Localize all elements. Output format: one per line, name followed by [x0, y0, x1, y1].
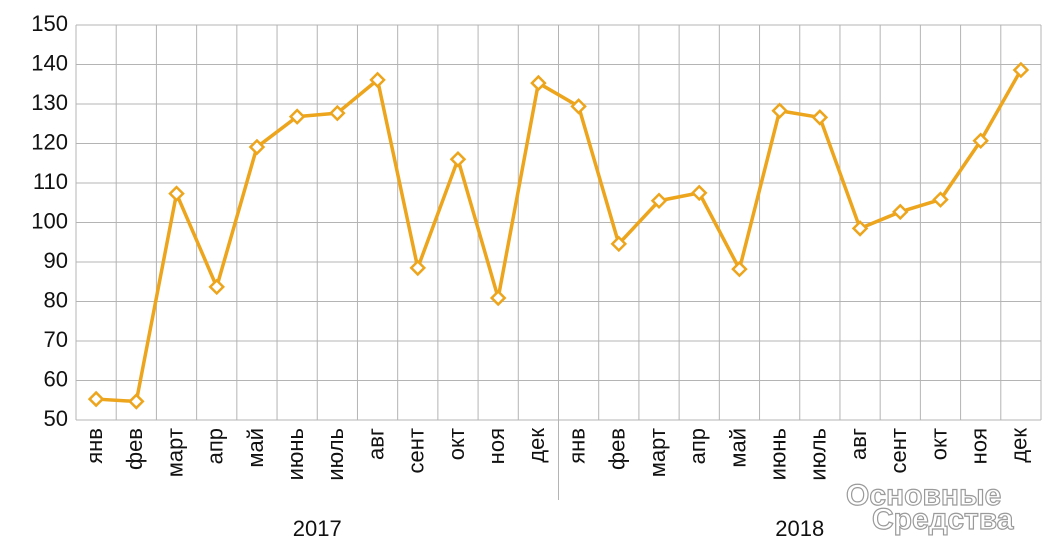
marker	[731, 260, 748, 278]
marker	[570, 98, 587, 115]
marker	[449, 151, 467, 168]
marker	[87, 390, 105, 408]
marker	[409, 259, 427, 277]
marker	[892, 203, 909, 221]
marker	[690, 184, 708, 202]
group-label: 2018	[775, 516, 824, 541]
marker	[610, 235, 628, 253]
x-tick-label: авг	[846, 428, 871, 460]
marker	[530, 74, 547, 92]
x-tick-label: янв	[82, 428, 107, 464]
marker	[208, 278, 225, 296]
y-tick-label: 70	[44, 327, 68, 352]
y-tick-label: 100	[31, 208, 68, 233]
x-tick-label: май	[243, 428, 268, 468]
x-tick-label: окт	[444, 428, 469, 460]
marker	[329, 104, 346, 122]
x-tick-label: ноя	[967, 428, 992, 464]
marker	[972, 132, 989, 150]
x-tick-label: янв	[564, 428, 589, 464]
marker	[489, 289, 507, 307]
y-tick-label: 110	[33, 169, 68, 194]
marker	[650, 192, 668, 210]
x-tick-label: дек	[524, 428, 549, 463]
x-tick-label: фев	[122, 428, 147, 470]
y-tick-label: 150	[31, 11, 68, 36]
x-tick-label: апр	[685, 428, 710, 464]
data-line	[96, 69, 1023, 404]
x-tick-label: окт	[926, 428, 951, 460]
x-tick-label: май	[725, 428, 750, 468]
y-tick-label: 130	[31, 90, 68, 115]
marker	[771, 102, 788, 119]
marker	[811, 109, 829, 126]
x-tick-label: сент	[404, 428, 429, 473]
y-tick-label: 90	[44, 248, 68, 273]
marker	[128, 393, 145, 410]
y-tick-label: 60	[44, 366, 68, 391]
group-label: 2017	[293, 516, 342, 541]
x-tick-label: фев	[605, 428, 630, 470]
x-tick-label: март	[645, 428, 670, 477]
x-tick-label: авг	[363, 428, 388, 460]
x-tick-label: апр	[203, 428, 228, 464]
x-tick-label: дек	[1007, 428, 1032, 463]
watermark: Основные	[846, 479, 1001, 512]
x-tick-label: июнь	[765, 428, 790, 480]
marker	[369, 71, 386, 89]
x-tick-label: июль	[806, 428, 831, 481]
x-tick-label: сент	[886, 428, 911, 473]
y-tick-label: 140	[31, 50, 68, 75]
y-tick-label: 80	[44, 287, 68, 312]
marker	[288, 108, 306, 125]
x-tick-label: март	[162, 428, 187, 477]
x-tick-label: ноя	[484, 428, 509, 464]
marker	[1012, 61, 1030, 79]
x-tick-label: июнь	[283, 428, 308, 480]
marker	[932, 191, 949, 208]
marker	[248, 138, 266, 156]
marker	[168, 185, 185, 202]
x-tick-label: июль	[323, 428, 348, 481]
y-tick-label: 120	[31, 129, 68, 154]
marker	[851, 220, 869, 237]
y-tick-label: 50	[44, 406, 68, 431]
watermark: Средства	[872, 503, 1014, 536]
